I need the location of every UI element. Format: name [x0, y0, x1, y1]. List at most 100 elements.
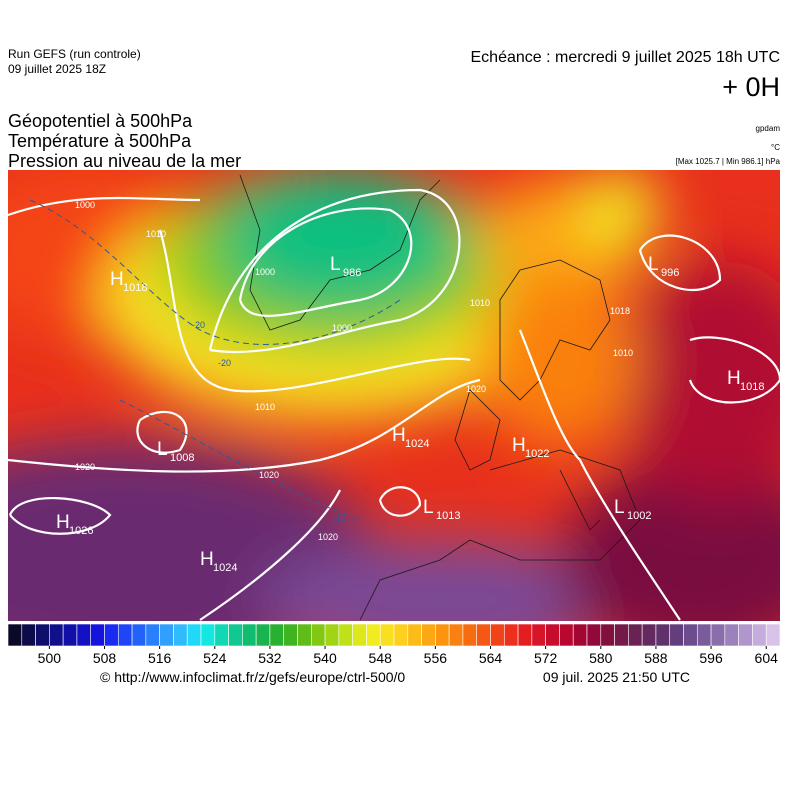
colorbar-swatch [242, 623, 257, 647]
center-value: 1008 [170, 452, 194, 464]
colorbar-swatch [352, 623, 367, 647]
center-letter: H [512, 435, 526, 456]
center-value: 1018 [123, 282, 147, 294]
colorbar-swatch [559, 623, 574, 647]
colorbar-swatch [269, 623, 285, 647]
contour-label: 1020 [75, 462, 95, 472]
center-letter: H [392, 425, 406, 446]
contour-label: 1020 [259, 470, 279, 480]
center-value: 1026 [69, 525, 93, 537]
colorbar-swatch [310, 623, 326, 647]
center-letter: H [110, 269, 124, 290]
unit: °C [771, 143, 780, 152]
isotherm-label: -20 [192, 320, 205, 330]
contour-label: 1020 [318, 532, 338, 542]
colorbar-swatch [117, 623, 133, 647]
colorbar-swatch [255, 623, 271, 647]
colorbar-swatch [586, 623, 602, 647]
center-letter: L [157, 439, 168, 460]
colorbar-swatch [49, 623, 64, 647]
colorbar-swatch [655, 623, 671, 647]
generated-time: 09 juil. 2025 21:50 UTC [543, 669, 690, 685]
contour-label: 1010 [255, 402, 275, 412]
colorbar-swatch [228, 623, 243, 647]
center-letter: L [614, 497, 625, 518]
unit: gpdam [756, 124, 781, 133]
colorbar-tick-label: 508 [93, 650, 117, 666]
colorbar-tick-label: 540 [313, 650, 337, 666]
title: Température à 500hPa [8, 131, 192, 151]
title: Géopotentiel à 500hPa [8, 111, 193, 131]
colorbar-swatch [131, 623, 147, 647]
colorbar: 500 508 516 524 532 540 548 556 564 572 580 588 596 6… [7, 623, 781, 666]
center-value: 1002 [627, 510, 651, 522]
colorbar-tick-label: 524 [203, 650, 227, 666]
contour-label: 1010 [613, 348, 633, 358]
colorbar-swatch [462, 623, 478, 647]
colorbar-swatch [283, 623, 298, 647]
center-letter: H [200, 549, 214, 570]
contour-label: 1018 [610, 306, 630, 316]
colorbar-tick-label: 516 [148, 650, 172, 666]
colorbar-tick-label: 500 [38, 650, 62, 666]
center-letter: L [648, 254, 659, 275]
colorbar-tick-label: 596 [699, 650, 723, 666]
contour-label: 1000 [75, 200, 95, 210]
colorbar-swatch [710, 623, 726, 647]
colorbar-swatch [35, 623, 50, 647]
colorbar-swatch [62, 623, 78, 647]
isotherm-label: -20 [218, 358, 231, 368]
colorbar-tick-label: 604 [755, 650, 779, 666]
center-value: 996 [661, 267, 679, 279]
colorbar-swatch [366, 623, 381, 647]
colorbar-tick-label: 588 [644, 650, 668, 666]
colorbar-tick-label: 532 [258, 650, 282, 666]
map-field [8, 170, 780, 621]
colorbar-swatch [628, 623, 643, 647]
contour-label: 1020 [466, 384, 486, 394]
colorbar-swatch [407, 623, 422, 647]
center-letter: H [56, 512, 70, 533]
title: Pression au niveau de la mer [8, 151, 241, 171]
colorbar-swatch [724, 623, 739, 647]
colorbar-swatch [476, 623, 491, 647]
colorbar-tick-label: 580 [589, 650, 613, 666]
colorbar-swatch [490, 623, 505, 647]
center-value: 1013 [436, 510, 460, 522]
colorbar-tick-label: 548 [369, 650, 393, 666]
run-date: 09 juillet 2025 18Z [8, 62, 106, 76]
colorbar-swatch [214, 623, 229, 647]
colorbar-swatch [503, 623, 519, 647]
center-letter: L [330, 254, 341, 275]
unit: [Max 1025.7 | Min 986.1] hPa [676, 157, 781, 166]
center-value: 986 [343, 267, 361, 279]
center-letter: H [727, 368, 741, 389]
colorbar-tick-label: 564 [479, 650, 503, 666]
center-value: 1018 [740, 381, 764, 393]
colorbar-swatch [696, 623, 712, 647]
isotherm-label: -10 [333, 513, 346, 523]
colorbar-swatch [738, 623, 753, 647]
colorbar-swatch [21, 623, 36, 647]
colorbar-swatch [765, 623, 781, 647]
contour-label: 1000 [255, 267, 275, 277]
colorbar-swatch [324, 623, 340, 647]
colorbar-swatch [338, 623, 353, 647]
colorbar-swatch [448, 623, 464, 647]
colorbar-swatch [186, 623, 202, 647]
contour-label: 1000 [332, 323, 352, 333]
colorbar-swatch [517, 623, 533, 647]
lead-time: + 0H [722, 72, 780, 102]
colorbar-swatch [572, 623, 588, 647]
colorbar-swatch [545, 623, 560, 647]
valid-time: Echéance : mercredi 9 juillet 2025 18h U… [471, 49, 781, 66]
colorbar-swatch [752, 623, 767, 647]
colorbar-tick-label: 572 [534, 650, 558, 666]
colorbar-swatch [76, 623, 92, 647]
colorbar-swatch [435, 623, 450, 647]
colorbar-swatch [393, 623, 409, 647]
colorbar-swatch [683, 623, 698, 647]
center-value: 1022 [525, 448, 549, 460]
contour-label: 1010 [470, 298, 490, 308]
